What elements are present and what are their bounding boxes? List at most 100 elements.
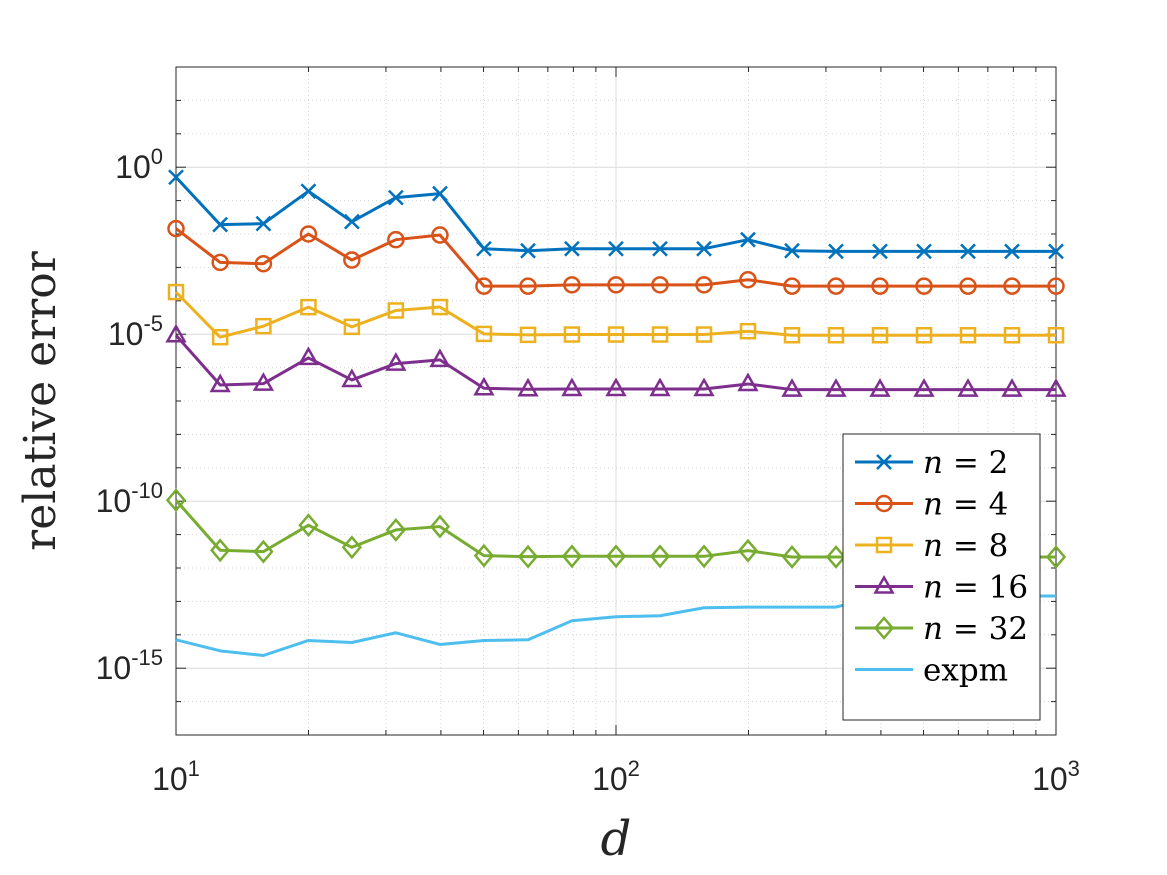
data-point bbox=[473, 543, 495, 568]
data-point bbox=[473, 376, 495, 396]
data-point bbox=[696, 240, 712, 257]
data-point bbox=[341, 535, 362, 560]
data-point bbox=[737, 538, 759, 563]
data-point bbox=[652, 240, 668, 257]
data-point bbox=[343, 318, 361, 336]
y-tick-label: 10-15 bbox=[96, 645, 163, 686]
data-point bbox=[739, 322, 757, 340]
data-point bbox=[737, 372, 759, 392]
data-point bbox=[165, 488, 187, 513]
marker-stroke bbox=[916, 243, 932, 260]
data-point bbox=[429, 514, 451, 539]
data-point bbox=[165, 323, 187, 343]
data-point bbox=[211, 253, 229, 272]
marker-stroke bbox=[740, 231, 756, 248]
data-point bbox=[520, 242, 536, 259]
legend-item: expm bbox=[855, 653, 1008, 689]
data-point bbox=[476, 240, 492, 257]
series-1 bbox=[167, 219, 1065, 295]
legend-item: n = 8 bbox=[855, 528, 1008, 564]
legend-marker bbox=[873, 574, 895, 594]
data-point bbox=[607, 276, 625, 294]
data-point bbox=[1003, 277, 1021, 295]
series-line bbox=[174, 334, 1056, 392]
series-line bbox=[175, 227, 1056, 288]
marker-stroke bbox=[696, 240, 712, 257]
series-2 bbox=[167, 283, 1065, 346]
marker-stroke bbox=[564, 240, 580, 257]
data-point bbox=[607, 326, 625, 343]
marker-stroke bbox=[608, 240, 624, 257]
legend-label: n = 8 bbox=[923, 528, 1008, 564]
data-point bbox=[517, 544, 539, 569]
data-point bbox=[871, 327, 889, 344]
data-point bbox=[212, 216, 229, 233]
legend-label: n = 16 bbox=[923, 570, 1028, 606]
data-point bbox=[649, 544, 671, 569]
data-point bbox=[431, 226, 449, 244]
data-point bbox=[1045, 378, 1067, 397]
marker-stroke bbox=[872, 243, 888, 260]
data-point bbox=[429, 348, 451, 368]
legend-item: n = 32 bbox=[855, 611, 1028, 647]
data-point bbox=[519, 326, 537, 344]
data-point bbox=[564, 240, 580, 257]
legend-marker bbox=[875, 536, 893, 554]
x-axis-label: d bbox=[601, 811, 632, 867]
data-point bbox=[783, 277, 801, 295]
data-point bbox=[1048, 243, 1064, 260]
data-point bbox=[1001, 378, 1023, 397]
data-point bbox=[475, 277, 493, 295]
data-point bbox=[297, 346, 320, 366]
data-point bbox=[915, 277, 933, 295]
data-point bbox=[209, 373, 231, 393]
data-point bbox=[651, 326, 669, 343]
data-point bbox=[651, 276, 669, 294]
data-point bbox=[168, 169, 184, 186]
data-point bbox=[475, 325, 493, 343]
data-point bbox=[916, 243, 932, 260]
data-point bbox=[561, 544, 583, 569]
legend-item: n = 4 bbox=[855, 487, 1008, 523]
axis-ticks bbox=[175, 66, 1057, 736]
marker-stroke bbox=[784, 242, 800, 259]
data-point bbox=[167, 219, 185, 238]
data-point bbox=[387, 302, 405, 319]
legend-label: expm bbox=[923, 653, 1008, 689]
data-point bbox=[1045, 545, 1067, 569]
data-point bbox=[210, 538, 231, 563]
legend: n = 2 n = 4 n = 8 n = 16 n = 32 expm bbox=[842, 433, 1041, 721]
data-point bbox=[783, 327, 801, 344]
data-point bbox=[1047, 277, 1065, 295]
legend-label: n = 2 bbox=[923, 445, 1008, 481]
data-point bbox=[563, 276, 581, 294]
marker-stroke bbox=[212, 216, 229, 233]
data-point bbox=[517, 377, 539, 397]
marker-stroke bbox=[168, 169, 184, 186]
data-point bbox=[167, 283, 185, 301]
data-point bbox=[254, 254, 273, 273]
y-tick-label: 10-10 bbox=[96, 478, 163, 519]
marker-stroke bbox=[876, 454, 892, 470]
marker-stroke bbox=[343, 213, 360, 230]
legend-marker bbox=[875, 494, 893, 513]
data-point bbox=[298, 513, 319, 538]
data-point bbox=[784, 242, 800, 259]
data-point bbox=[959, 277, 977, 295]
marker-stroke bbox=[960, 243, 976, 260]
data-point bbox=[827, 327, 845, 344]
marker-stroke bbox=[432, 185, 448, 202]
marker-stroke bbox=[828, 243, 844, 260]
legend-label: n = 32 bbox=[923, 611, 1028, 647]
x-tick-label: 103 bbox=[1032, 756, 1080, 797]
legend-box bbox=[842, 433, 1041, 721]
data-point bbox=[1004, 243, 1020, 260]
data-point bbox=[825, 545, 847, 569]
data-point bbox=[913, 378, 935, 397]
data-point bbox=[385, 517, 407, 542]
data-point bbox=[915, 327, 933, 344]
data-point bbox=[693, 377, 715, 397]
legend-marker bbox=[873, 616, 895, 640]
data-point bbox=[300, 183, 317, 200]
data-point bbox=[957, 378, 979, 397]
